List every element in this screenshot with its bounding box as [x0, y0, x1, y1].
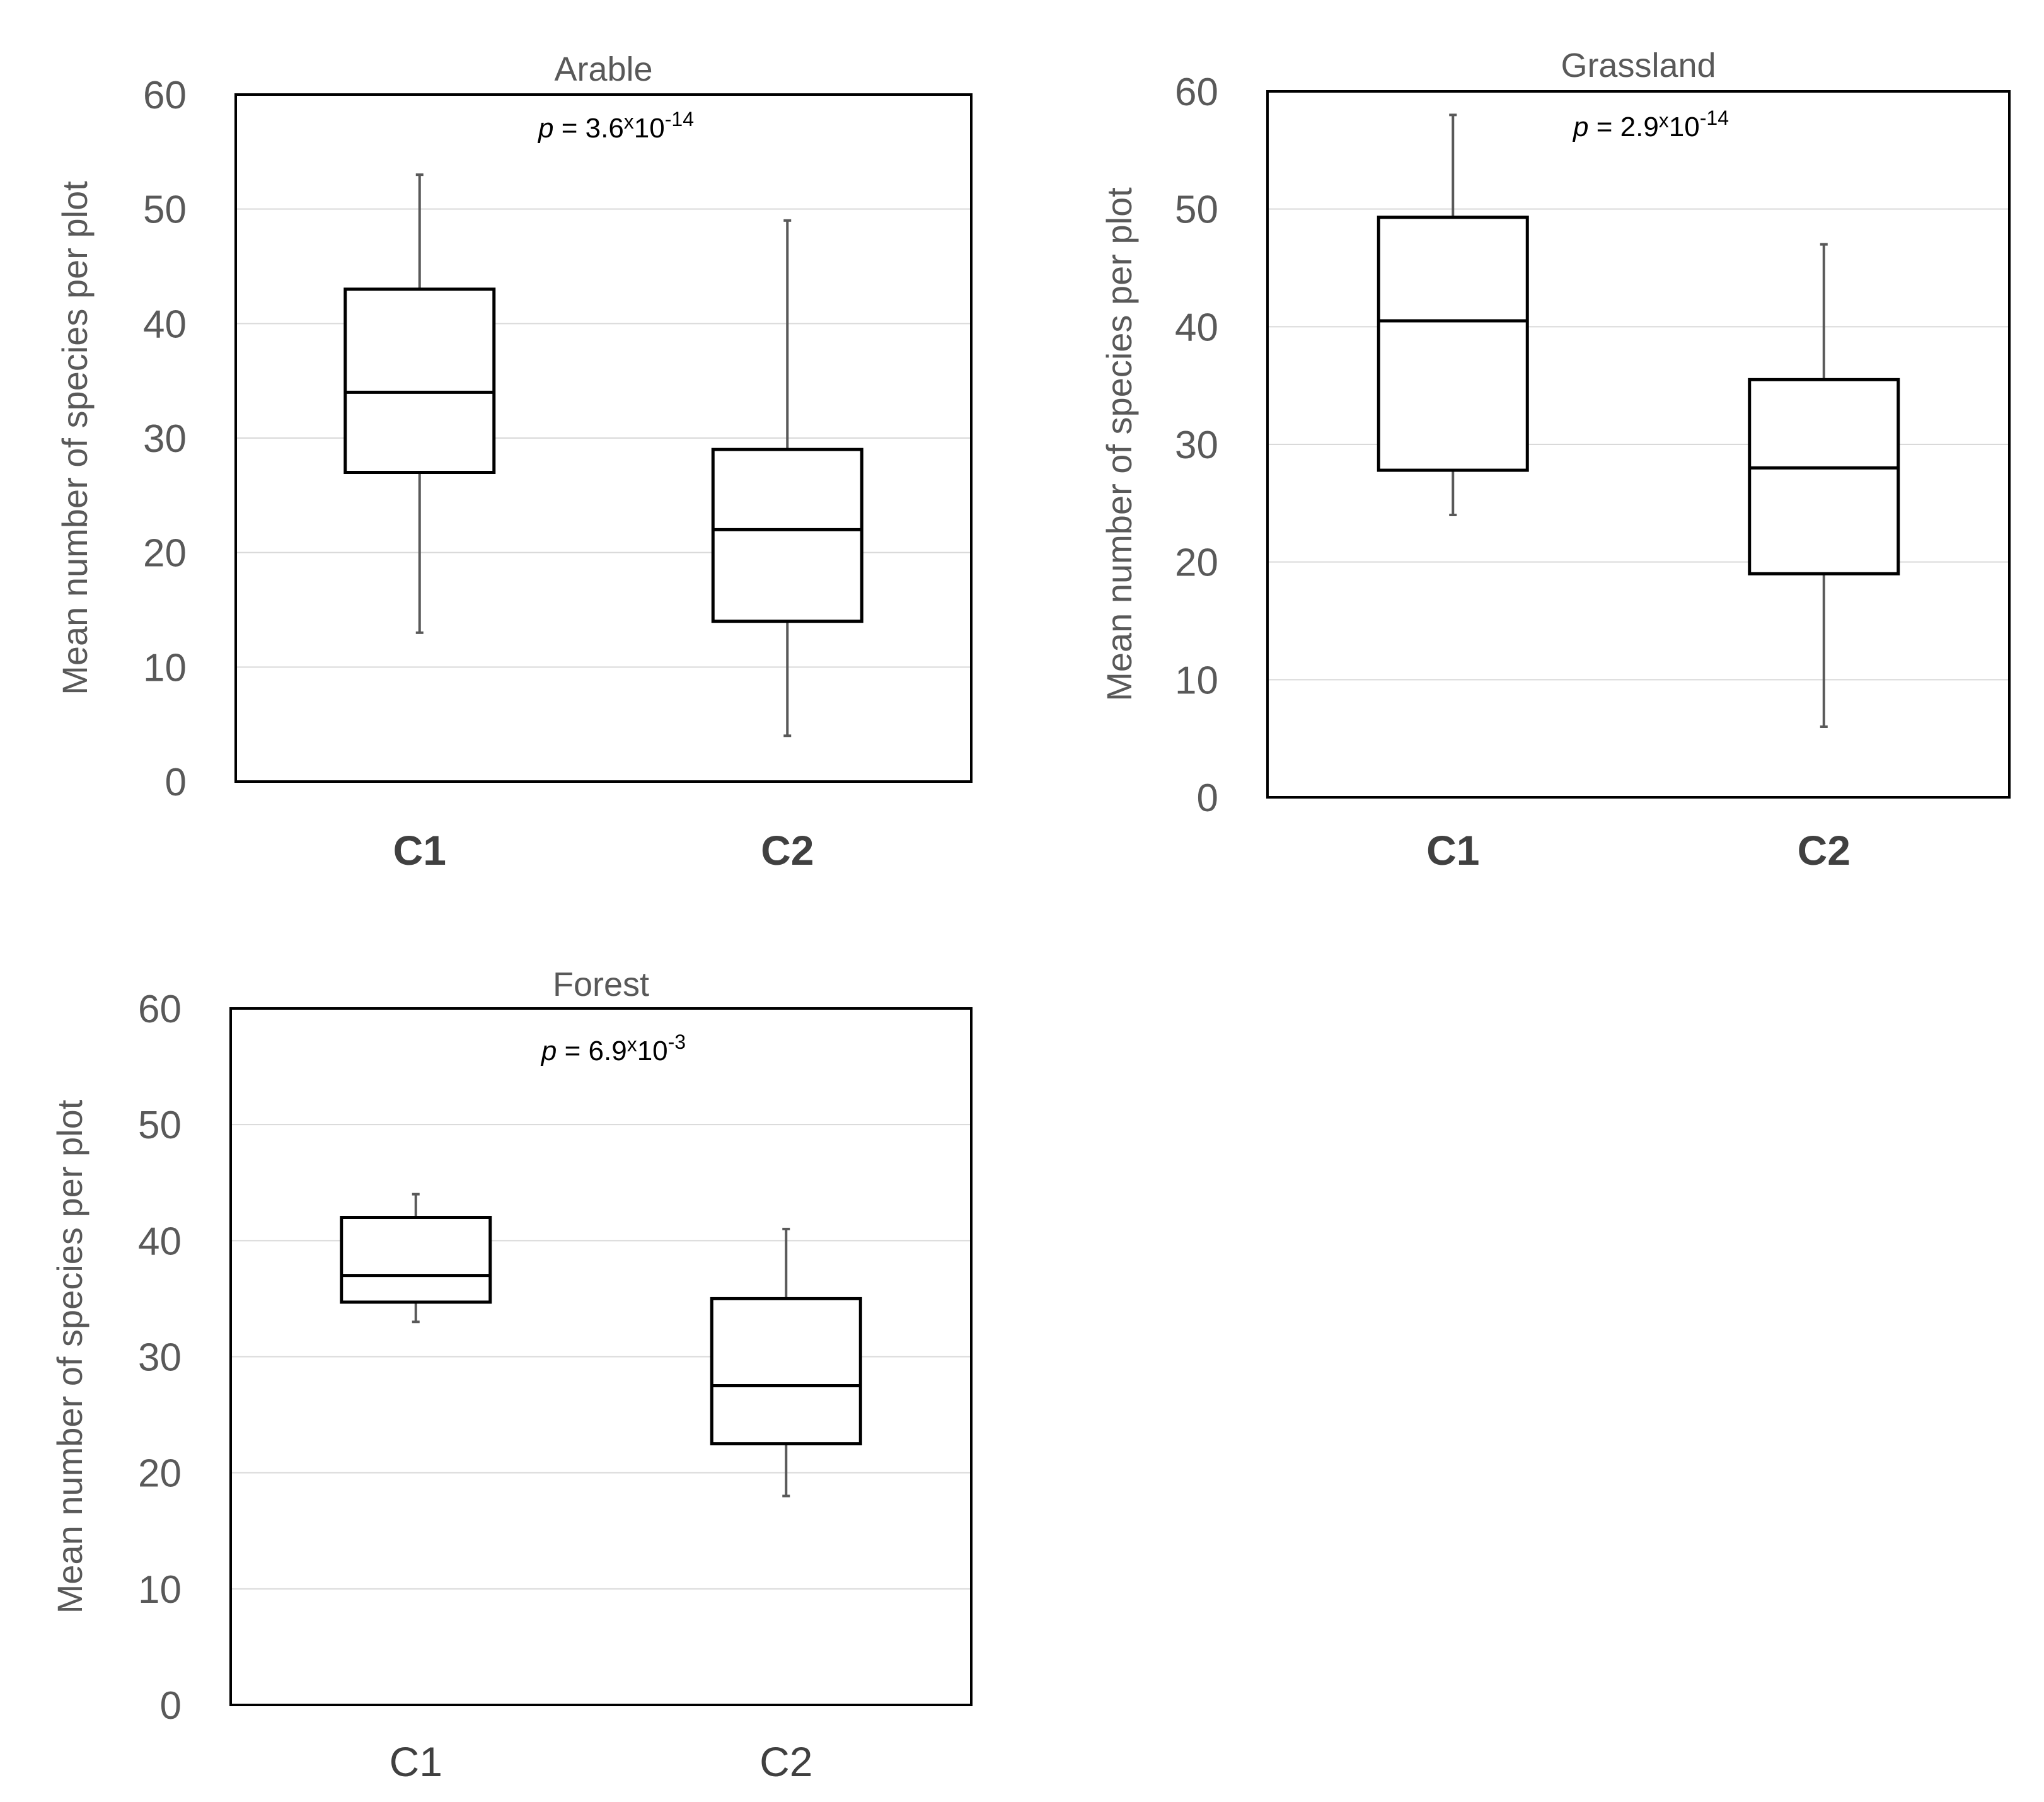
y-tick-label: 0	[1197, 777, 1218, 820]
y-tick-label: 40	[138, 1220, 182, 1263]
box-c2	[710, 1227, 862, 1498]
chart-title: Arable	[554, 50, 652, 88]
y-tick-label: 30	[143, 417, 187, 461]
y-axis-label: Mean number of species per plot	[55, 181, 95, 695]
y-tick-label: 50	[143, 188, 187, 232]
y-tick-label: 60	[143, 74, 187, 117]
p-value-annotation: p = 2.9x10-14	[1572, 107, 1729, 142]
y-tick-label: 20	[1175, 541, 1218, 585]
y-tick-label: 10	[1175, 659, 1218, 702]
y-tick-label: 40	[1175, 306, 1218, 349]
x-category-label: C2	[1798, 827, 1851, 874]
y-tick-label: 50	[138, 1104, 182, 1147]
y-tick-label: 10	[143, 646, 187, 690]
y-tick-label: 50	[1175, 188, 1218, 232]
chart-panel-arable: 0 10 20 30 40 50 60 Mean number of species per …	[55, 50, 973, 874]
y-tick-label: 20	[138, 1452, 182, 1496]
x-category-label: C1	[393, 827, 446, 874]
y-tick-label: 0	[160, 1684, 182, 1728]
y-tick-label: 0	[165, 761, 187, 804]
y-tick-label: 30	[138, 1336, 182, 1380]
plot-frame	[229, 1007, 973, 1706]
box-iqr	[344, 287, 496, 474]
chart-title: Grassland	[1561, 47, 1716, 84]
y-axis-label: Mean number of species per plot	[50, 1099, 89, 1614]
x-category-label: C2	[759, 1738, 812, 1785]
y-tick-label: 60	[1175, 71, 1218, 114]
plot-frame	[234, 93, 973, 783]
box-iqr	[711, 448, 863, 623]
box-c1	[1377, 113, 1529, 516]
chart-panel-forest: 0 10 20 30 40 50 60 Mean number of species per …	[50, 966, 973, 1785]
x-category-label: C1	[390, 1738, 442, 1785]
p-value-annotation: p = 6.9x10-3	[540, 1031, 686, 1066]
box-iqr	[1377, 216, 1529, 472]
chart-title: Forest	[553, 966, 649, 1003]
y-tick-label: 30	[1175, 424, 1218, 467]
y-tick-label: 60	[138, 988, 182, 1031]
box-c2	[1748, 243, 1900, 728]
y-axis-label: Mean number of species per plot	[1099, 187, 1139, 702]
x-category-label: C1	[1426, 827, 1479, 874]
box-c1	[340, 1193, 492, 1324]
y-tick-label: 40	[143, 303, 187, 346]
plot-frame	[1266, 90, 2011, 799]
box-c1	[344, 173, 496, 634]
p-value-annotation: p = 3.6x10-14	[537, 108, 694, 144]
box-iqr	[1748, 378, 1900, 575]
x-category-label: C2	[761, 827, 814, 874]
y-tick-label: 20	[143, 532, 187, 575]
box-iqr	[710, 1297, 862, 1446]
chart-panel-grassland: 0 10 20 30 40 50 60 Mean number of species per …	[1099, 47, 2011, 874]
box-iqr	[340, 1216, 492, 1304]
y-tick-label: 10	[138, 1568, 182, 1612]
box-c2	[711, 219, 863, 737]
